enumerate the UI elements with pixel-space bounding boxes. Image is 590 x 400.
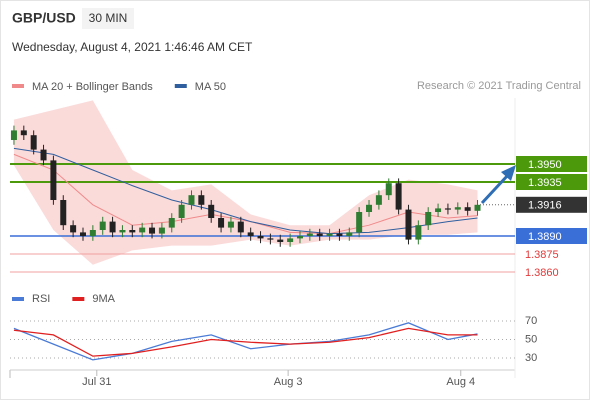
candle-body [188, 195, 195, 205]
candle-body [247, 232, 254, 236]
candle-body [257, 236, 264, 239]
candle-body [198, 195, 205, 205]
candle-body [336, 233, 343, 236]
legend-label: MA 50 [195, 81, 226, 93]
candle-body [89, 230, 96, 236]
level-label: 1.3860 [525, 267, 559, 279]
rsi-ma-line [13, 327, 478, 357]
candle-body [395, 183, 402, 210]
timeframe: 30 MIN [89, 11, 128, 25]
candle-body [356, 212, 363, 233]
candle-body [267, 238, 274, 240]
candle-body [40, 149, 47, 161]
candle-body [464, 207, 471, 211]
candle-body [10, 130, 17, 140]
candle-body [50, 160, 57, 200]
candle-body [218, 218, 225, 228]
copyright: Research © 2021 Trading Central [417, 80, 581, 92]
candle-body [99, 221, 106, 230]
candle-body [70, 225, 77, 233]
candle-body [415, 225, 422, 240]
level-box [516, 174, 587, 190]
candle-body [168, 218, 175, 228]
legend-label: RSI [32, 293, 50, 305]
candle-body [277, 239, 284, 242]
candle-body [385, 183, 392, 196]
legend-label: 9MA [92, 293, 115, 305]
candle-body [306, 233, 313, 236]
timeframe-box [82, 8, 134, 29]
level-label: 1.3935 [528, 177, 562, 189]
level-label: 1.3875 [525, 249, 559, 261]
legend-swatch [174, 84, 187, 88]
forecast-arrowhead [501, 165, 516, 181]
level-box [516, 196, 587, 213]
candle-body [60, 200, 67, 226]
candle-body [30, 135, 37, 150]
candle-body [79, 232, 86, 236]
candle-body [375, 195, 382, 205]
legend-swatch [72, 297, 85, 301]
candle-body [237, 221, 244, 233]
subtitle: Wednesday, August 4, 2021 1:46:46 AM CET [12, 40, 253, 54]
candle-body [435, 208, 442, 212]
candle-body [20, 130, 27, 136]
candle-body [366, 204, 373, 212]
level-box [516, 228, 587, 244]
legend-label: MA 20 + Bollinger Bands [32, 81, 153, 93]
candle-body [316, 233, 323, 236]
candle-body [346, 232, 353, 236]
level-label: 1.3916 [528, 200, 562, 212]
legend-swatch [12, 297, 24, 301]
candle-body [178, 204, 185, 218]
candle-body [405, 209, 412, 240]
x-tick-label: Aug 3 [274, 376, 303, 388]
x-tick-label: Aug 4 [446, 376, 475, 388]
rsi-tick-label: 70 [525, 315, 537, 327]
rsi-tick-label: 30 [525, 352, 537, 364]
candle-body [139, 227, 146, 233]
candle-body [158, 227, 165, 234]
candle-body [474, 204, 481, 211]
x-tick-label: Jul 31 [82, 376, 111, 388]
candle-body [109, 221, 116, 233]
forecast-arrow [480, 173, 510, 205]
candle-body [296, 236, 303, 239]
level-label: 1.3950 [528, 159, 562, 171]
candle-body [326, 233, 333, 236]
candle-body [287, 238, 294, 242]
candle-body [454, 207, 461, 210]
level-label: 1.3890 [528, 231, 562, 243]
candle-body [444, 208, 451, 210]
candle-body [425, 212, 432, 226]
level-box [516, 156, 587, 172]
legend-swatch [12, 84, 24, 88]
symbol: GBP/USD [12, 10, 76, 26]
candle-body [119, 230, 126, 233]
rsi-line [13, 322, 478, 361]
candle-body [208, 204, 215, 218]
candle-body [149, 227, 156, 234]
candle-body [227, 221, 234, 228]
candle-body [129, 230, 136, 233]
rsi-tick-label: 50 [525, 333, 537, 345]
